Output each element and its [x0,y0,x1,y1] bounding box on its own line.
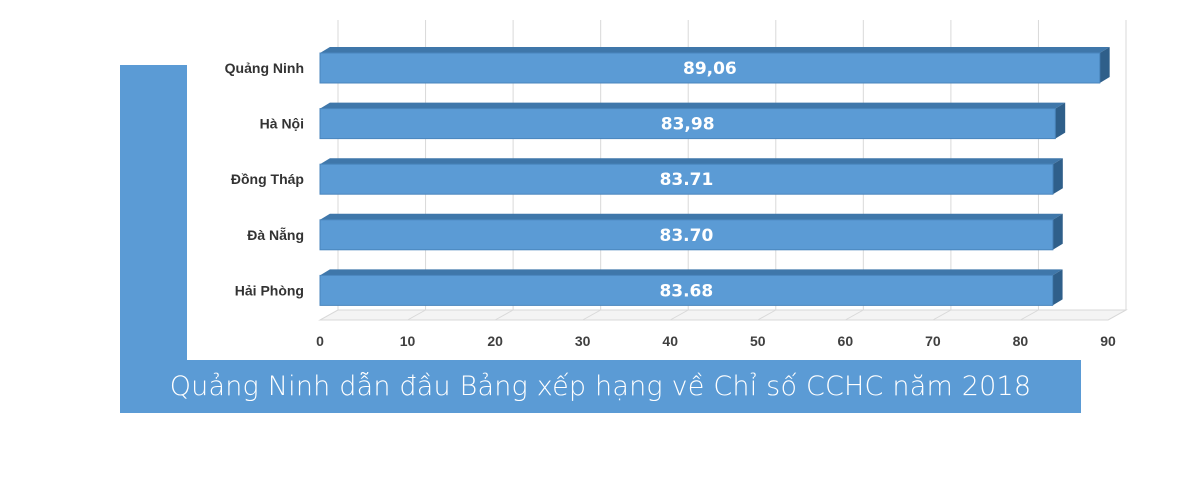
x-tick-label: 80 [1013,333,1029,349]
x-tick-label: 90 [1100,333,1116,349]
gridline-floor [582,309,601,321]
gridline-floor [932,309,952,321]
bar [319,163,1054,195]
decorative-accent-bar [120,65,187,413]
x-tick-label: 20 [487,333,503,349]
bar-top-face [320,158,1063,165]
bar-top-face [320,269,1063,276]
x-tick-label: 30 [575,333,591,349]
bar-value-label: 83.70 [660,226,714,246]
chart-title: Quảng Ninh dẫn đầu Bảng xếp hạng về Chỉ … [169,371,1032,402]
x-axis-ticks: 0 10 20 30 40 50 60 70 80 90 [316,333,1116,349]
x-tick-label: 70 [925,333,941,349]
gridline-floor [319,309,339,321]
bar-value-label: 83.71 [660,170,714,190]
gridline-floor [1020,309,1039,321]
bar-top-face [320,47,1110,53]
gridline-floor [407,309,426,321]
bar [319,52,1101,84]
bar-value-label: 89,06 [683,59,737,79]
chart-floor [318,309,1128,321]
category-label: Quảng Ninh [225,60,304,76]
x-tick-label: 0 [316,333,324,349]
gridline-floor [757,309,777,321]
bar-side-face [1052,213,1063,250]
bar-side-face [1052,269,1063,306]
category-label: Hà Nội [260,116,304,132]
title-banner: Quảng Ninh dẫn đầu Bảng xếp hạng về Chỉ … [120,360,1081,413]
bar [319,274,1054,306]
bar-side-face [1099,47,1110,83]
bars: 89,06 83,98 83.71 83.70 83.68 [319,47,1110,306]
x-tick-label: 50 [750,333,766,349]
bar [319,108,1056,140]
gridline-floor [494,309,514,321]
x-tick-label: 40 [662,333,678,349]
gridline-floor [845,309,864,321]
x-tick-label: 60 [838,333,854,349]
category-labels: Quảng Ninh Hà Nội Đồng Tháp Đà Nẵng Hải Phòn… [225,60,304,298]
bar-top-face [320,213,1063,220]
bar-top-face [320,102,1066,109]
category-label: Đà Nẵng [247,226,304,243]
bar-value-label: 83.68 [659,281,713,301]
x-tick-label: 10 [400,333,416,349]
category-label: Đồng Tháp [231,171,304,187]
category-label: Hải Phòng [235,282,304,298]
bar [319,219,1054,251]
gridline-floor [669,309,689,321]
bar-side-face [1055,102,1066,139]
bar-side-face [1052,158,1063,195]
bar-value-label: 83,98 [661,115,715,135]
gridline-floor [1107,309,1127,321]
